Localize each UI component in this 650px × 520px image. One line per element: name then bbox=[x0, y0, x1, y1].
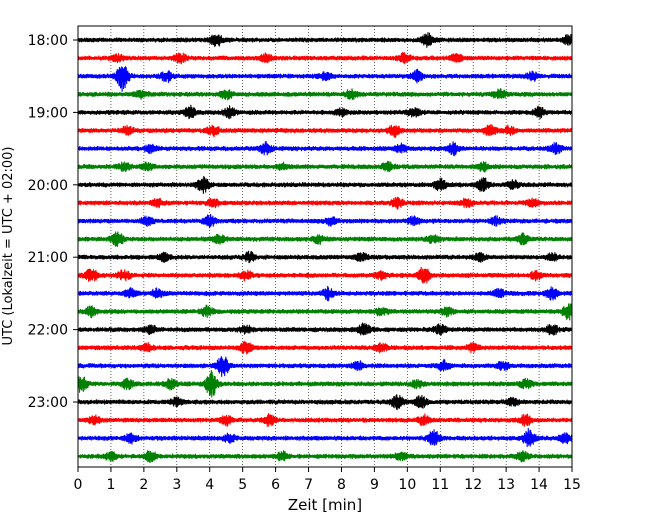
plot-frame bbox=[77, 25, 573, 468]
x-tick-label: 15 bbox=[563, 477, 581, 493]
x-tick-label: 2 bbox=[139, 477, 148, 493]
x-tick-label: 7 bbox=[304, 477, 313, 493]
seismogram-trace-1800 bbox=[77, 31, 573, 48]
seismogram-trace-1945 bbox=[77, 160, 573, 173]
y-tick-label: 19:00 bbox=[28, 105, 68, 121]
seismogram-trace-2215 bbox=[77, 340, 573, 355]
y-tick-label: 20:00 bbox=[28, 178, 68, 194]
seismogram-trace-2300 bbox=[77, 394, 573, 411]
seismogram-trace-2345 bbox=[77, 450, 573, 463]
seismogram-trace-2315 bbox=[77, 413, 573, 428]
seismogram-trace-2200 bbox=[77, 322, 573, 336]
trace-rows bbox=[77, 31, 573, 463]
seismogram-trace-2145 bbox=[77, 303, 573, 321]
seismogram-trace-2115 bbox=[77, 266, 573, 284]
seismogram-trace-2245 bbox=[77, 370, 573, 398]
x-tick-label: 10 bbox=[398, 477, 416, 493]
seismogram-trace-2330 bbox=[77, 427, 573, 448]
x-tick-label: 1 bbox=[106, 477, 115, 493]
seismogram-trace-2045 bbox=[77, 231, 573, 247]
seismogram-trace-2130 bbox=[77, 285, 573, 302]
seismogram-trace-1930 bbox=[77, 140, 573, 157]
x-tick-label: 12 bbox=[464, 477, 482, 493]
y-tick-label: 22:00 bbox=[28, 323, 68, 339]
y-tick-label: 21:00 bbox=[28, 250, 68, 266]
seismogram-trace-1845 bbox=[77, 88, 573, 101]
seismogram-trace-2030 bbox=[77, 213, 573, 229]
seismogram-trace-1915 bbox=[77, 124, 573, 138]
x-tick-label: 13 bbox=[497, 477, 515, 493]
y-axis-ticks: 18:00 19:00 20:00 21:00 22:00 23:00 bbox=[28, 33, 78, 411]
x-tick-label: 5 bbox=[238, 477, 247, 493]
x-tick-label: 6 bbox=[271, 477, 280, 493]
x-tick-label: 8 bbox=[337, 477, 346, 493]
x-tick-label: 4 bbox=[205, 477, 214, 493]
x-tick-label: 11 bbox=[431, 477, 449, 493]
x-tick-label: 3 bbox=[172, 477, 181, 493]
seismogram-trace-2000 bbox=[77, 175, 573, 194]
y-axis-label: UTC (Lokalzeit = UTC + 02:00) bbox=[1, 147, 16, 346]
seismogram-trace-1815 bbox=[77, 51, 573, 65]
seismogram-trace-1830 bbox=[77, 66, 573, 92]
y-tick-label: 18:00 bbox=[28, 33, 68, 49]
x-tick-label: 14 bbox=[530, 477, 548, 493]
x-tick-label: 0 bbox=[74, 477, 83, 493]
x-tick-label: 9 bbox=[370, 477, 379, 493]
seismogram-trace-1900 bbox=[77, 104, 573, 120]
y-tick-label: 23:00 bbox=[28, 395, 68, 411]
seismogram-trace-2100 bbox=[77, 250, 573, 264]
x-axis-label: Zeit [min] bbox=[288, 496, 362, 514]
x-axis-ticks: 0 1 2 3 4 5 6 7 8 9 10 11 12 13 14 15 bbox=[74, 467, 581, 493]
seismogram-trace-2015 bbox=[77, 196, 573, 210]
seismogram-trace-2230 bbox=[77, 356, 573, 377]
